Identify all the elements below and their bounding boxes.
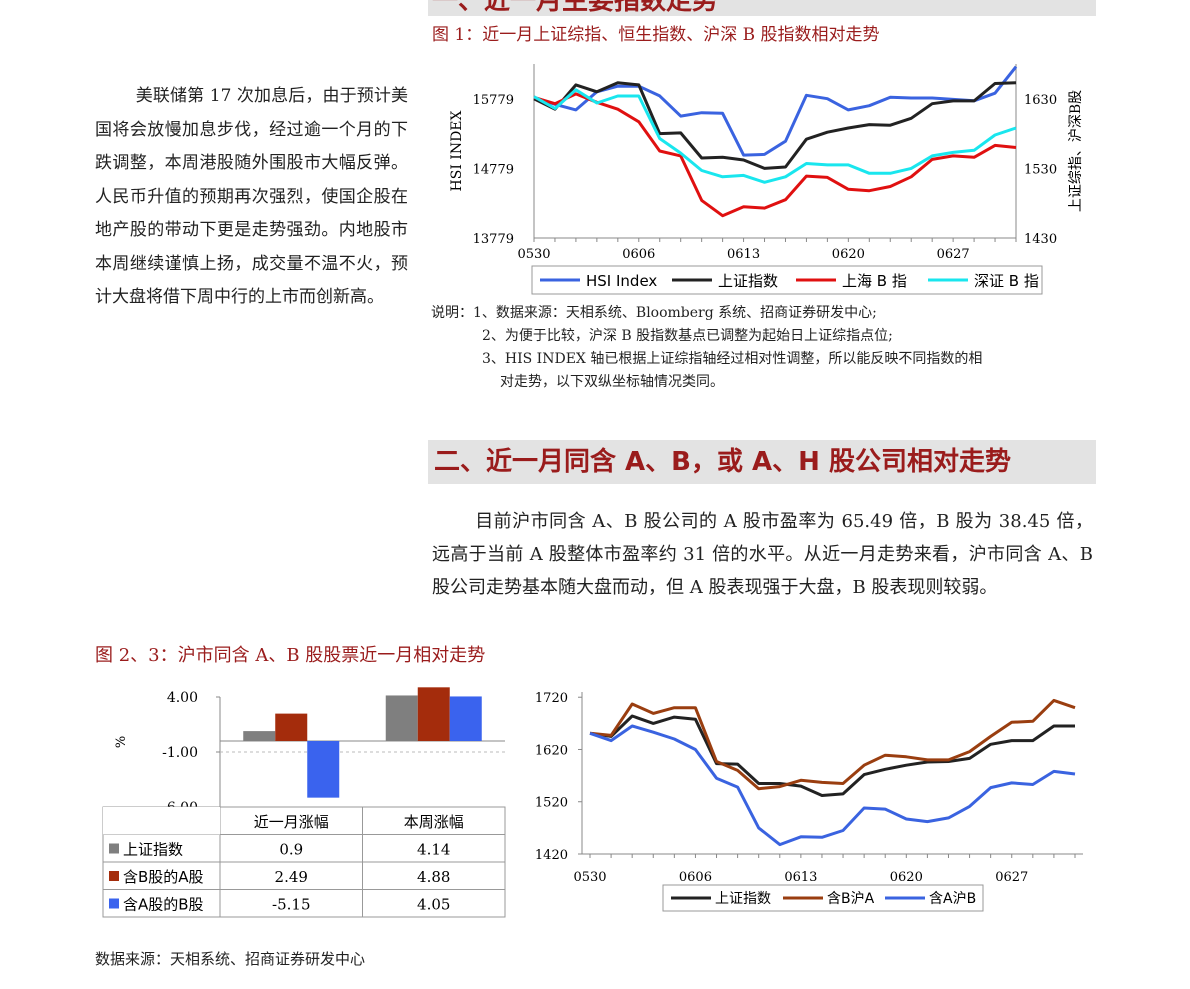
bar-1-1 bbox=[417, 687, 450, 741]
y-tick-label: 1620 bbox=[535, 743, 568, 758]
cell-value: -5.15 bbox=[272, 896, 310, 914]
bar-0-2 bbox=[307, 741, 340, 798]
row-label-1: 含B股的A股 bbox=[123, 868, 204, 886]
legend-label-0: 上证指数 bbox=[715, 891, 771, 907]
table-corner bbox=[103, 807, 220, 835]
figure-2-3-caption: 图 2、3：沪市同含 A、B 股股票近一月相对走势 bbox=[95, 645, 486, 666]
legend-label-1: 含B沪A bbox=[827, 891, 875, 907]
right-axis-title: 上证综指、沪深B股 bbox=[1068, 90, 1084, 212]
series-line-0 bbox=[533, 65, 1018, 157]
x-tick-label: 0530 bbox=[517, 247, 550, 262]
cell-value: 0.9 bbox=[279, 841, 303, 859]
left-tick-label: 14779 bbox=[473, 162, 514, 177]
note-2: 2、为便于比较，沪深 B 股指数基点已调整为起始日上证综指点位; bbox=[482, 328, 893, 344]
section-1-title: 一、近一月主要指数走势 bbox=[432, 0, 719, 16]
section-2-title: 二、近一月同含 A、B，或 A、H 股公司相对走势 bbox=[434, 447, 1011, 477]
section-2-paragraph-text: 目前沪市同含 A、B 股公司的 A 股市盈率为 65.49 倍，B 股为 38.… bbox=[432, 511, 1093, 598]
row-swatch-0 bbox=[109, 843, 119, 854]
legend-label-2: 含A沪B bbox=[929, 891, 976, 907]
series-line-1 bbox=[589, 698, 1076, 791]
x-tick-label: 0627 bbox=[937, 247, 970, 262]
x-tick-label: 0627 bbox=[995, 870, 1028, 885]
cell-value: 4.88 bbox=[417, 868, 450, 886]
section-2-paragraph: 目前沪市同含 A、B 股公司的 A 股市盈率为 65.49 倍，B 股为 38.… bbox=[432, 505, 1093, 604]
legend-label-2: 上海 B 指 bbox=[842, 272, 907, 290]
x-tick-label: 0606 bbox=[679, 870, 712, 885]
y-tick-label: 1720 bbox=[535, 691, 568, 706]
series-line-2 bbox=[533, 92, 1017, 218]
bar-0-1 bbox=[275, 713, 308, 741]
right-tick-label: 1530 bbox=[1024, 162, 1057, 177]
left-tick-label: 15779 bbox=[473, 93, 514, 108]
legend-label-1: 上证指数 bbox=[718, 272, 778, 290]
y-tick-label: 4.00 bbox=[167, 690, 198, 706]
series-line-0 bbox=[589, 714, 1075, 797]
x-tick-label: 0613 bbox=[727, 247, 760, 262]
left-tick-label: 13779 bbox=[473, 232, 514, 247]
figure-1-caption: 图 1：近一月上证综指、恒生指数、沪深 B 股指数相对走势 bbox=[432, 25, 880, 45]
x-tick-label: 0620 bbox=[890, 870, 923, 885]
note-3: 3、HIS INDEX 轴已根据上证综指轴经过相对性调整，所以能反映不同指数的相 bbox=[482, 351, 983, 367]
row-label-0: 上证指数 bbox=[123, 841, 183, 859]
x-tick-label: 0606 bbox=[622, 247, 655, 262]
y-tick-label: -1.00 bbox=[162, 745, 198, 761]
right-tick-label: 1630 bbox=[1024, 93, 1057, 108]
series-line-2 bbox=[589, 724, 1076, 847]
row-label-2: 含A股的B股 bbox=[123, 896, 204, 914]
section-1-title-bar: 一、近一月主要指数走势 bbox=[428, 0, 1096, 16]
section-2-title-bar: 二、近一月同含 A、B，或 A、H 股公司相对走势 bbox=[428, 440, 1096, 484]
note-3-continued: 对走势，以下双纵坐标轴情况类同。 bbox=[500, 374, 724, 390]
left-column-paragraph: 美联储第 17 次加息后，由于预计美国将会放慢加息步伐，经过逾一个月的下跌调整，… bbox=[95, 80, 408, 315]
data-source-note: 数据来源：天相系统、招商证券研发中心 bbox=[95, 950, 366, 968]
category-label: 近一月涨幅 bbox=[254, 813, 329, 831]
left-axis-title: HSI INDEX bbox=[449, 110, 465, 191]
category-label: 本周涨幅 bbox=[404, 813, 464, 831]
row-swatch-1 bbox=[109, 871, 119, 881]
bar-1-2 bbox=[449, 696, 482, 741]
bar-0-0 bbox=[243, 731, 276, 741]
bar-1-0 bbox=[385, 695, 418, 741]
figure-2-bar-chart: 4.00-1.00-6.00%近一月涨幅本周涨幅上证指数0.94.14含B股的A… bbox=[102, 687, 506, 918]
left-paragraph-text: 美联储第 17 次加息后，由于预计美国将会放慢加息步伐，经过逾一个月的下跌调整，… bbox=[95, 86, 408, 307]
cell-value: 2.49 bbox=[275, 868, 308, 886]
y-axis-title: % bbox=[114, 736, 129, 748]
right-tick-label: 1430 bbox=[1024, 232, 1057, 247]
cell-value: 4.05 bbox=[417, 896, 450, 914]
y-tick-label: 1420 bbox=[535, 848, 568, 863]
figure-1-notes: 说明：1、数据来源：天相系统、Bloomberg 系统、招商证券研发中心; 2、… bbox=[431, 302, 1101, 394]
x-tick-label: 0613 bbox=[784, 870, 817, 885]
figure-3-line-chart: 1720 1620 1520 1420 0530 0606 0613 0620 0627 上证指数… bbox=[535, 691, 1083, 912]
x-tick-label: 0530 bbox=[573, 870, 606, 885]
x-tick-label: 0620 bbox=[832, 247, 865, 262]
series-line-1 bbox=[533, 81, 1017, 170]
y-tick-label: 1520 bbox=[535, 796, 568, 811]
figure-1-chart: 0530 0606 0613 0620 0627 15779 14779 13779 1630 1… bbox=[449, 64, 1084, 295]
legend-label-0: HSI Index bbox=[586, 272, 657, 290]
note-1: 说明：1、数据来源：天相系统、Bloomberg 系统、招商证券研发中心; bbox=[431, 305, 877, 321]
cell-value: 4.14 bbox=[417, 841, 450, 859]
series-line-3 bbox=[533, 88, 1017, 184]
legend-label-3: 深证 B 指 bbox=[974, 272, 1039, 290]
row-swatch-2 bbox=[109, 898, 119, 909]
